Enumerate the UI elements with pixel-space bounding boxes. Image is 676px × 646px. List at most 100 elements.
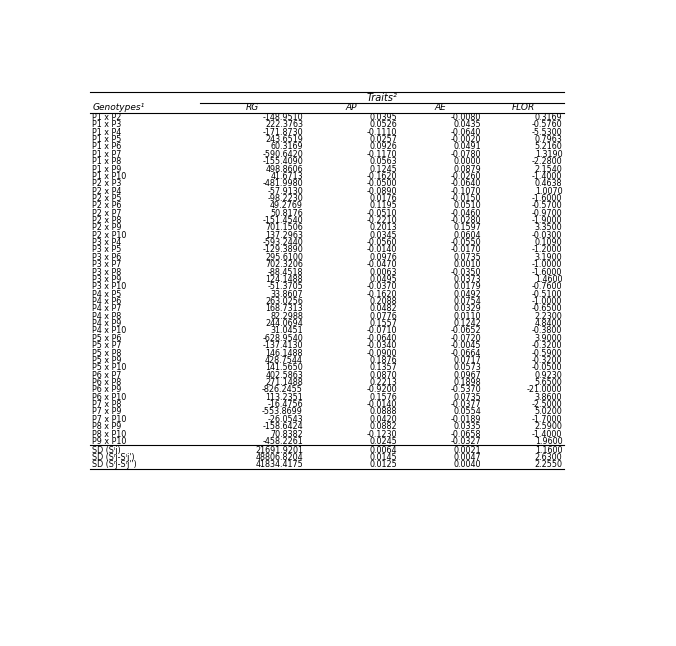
Text: P1 x P6: P1 x P6 bbox=[93, 142, 122, 151]
Text: P1 x P8: P1 x P8 bbox=[93, 157, 122, 166]
Text: 3.9000: 3.9000 bbox=[535, 334, 562, 343]
Text: 146.1488: 146.1488 bbox=[266, 349, 303, 357]
Text: -0.5700: -0.5700 bbox=[531, 202, 562, 211]
Text: -0.0300: -0.0300 bbox=[532, 231, 562, 240]
Text: P3 x P6: P3 x P6 bbox=[93, 253, 122, 262]
Text: -1.0000: -1.0000 bbox=[532, 297, 562, 306]
Text: P8 x P10: P8 x P10 bbox=[93, 430, 126, 439]
Text: -21.0000: -21.0000 bbox=[527, 386, 562, 394]
Text: -0.0377: -0.0377 bbox=[450, 400, 481, 409]
Text: -1.6000: -1.6000 bbox=[532, 267, 562, 276]
Text: P4 x P10: P4 x P10 bbox=[93, 326, 126, 335]
Text: -0.0550: -0.0550 bbox=[450, 238, 481, 247]
Text: -0.0890: -0.0890 bbox=[367, 187, 397, 196]
Text: -158.6424: -158.6424 bbox=[262, 422, 303, 431]
Text: P6 x P8: P6 x P8 bbox=[93, 378, 122, 387]
Text: -0.7600: -0.7600 bbox=[532, 282, 562, 291]
Text: 0.0257: 0.0257 bbox=[369, 135, 397, 144]
Text: 41.6713: 41.6713 bbox=[270, 172, 303, 181]
Text: P6 x P9: P6 x P9 bbox=[93, 386, 122, 394]
Text: 243.6519: 243.6519 bbox=[265, 135, 303, 144]
Text: 0.0110: 0.0110 bbox=[454, 312, 481, 321]
Text: -26.0543: -26.0543 bbox=[267, 415, 303, 424]
Text: 0.0735: 0.0735 bbox=[454, 253, 481, 262]
Text: -1.9000: -1.9000 bbox=[532, 216, 562, 225]
Text: P5 x P8: P5 x P8 bbox=[93, 349, 122, 357]
Text: P5 x P6: P5 x P6 bbox=[93, 334, 122, 343]
Text: 113.2351: 113.2351 bbox=[265, 393, 303, 402]
Text: 0.0345: 0.0345 bbox=[370, 231, 397, 240]
Text: 0.4638: 0.4638 bbox=[535, 179, 562, 188]
Text: 244.0694: 244.0694 bbox=[265, 319, 303, 328]
Text: 70.8382: 70.8382 bbox=[270, 430, 303, 439]
Text: -0.1070: -0.1070 bbox=[451, 187, 481, 196]
Text: -0.0170: -0.0170 bbox=[451, 245, 481, 255]
Text: -1.6000: -1.6000 bbox=[532, 194, 562, 203]
Text: 21691.9201: 21691.9201 bbox=[255, 446, 303, 455]
Text: P3 x P9: P3 x P9 bbox=[93, 275, 122, 284]
Text: SD (Sᴵj): SD (Sᴵj) bbox=[93, 446, 121, 455]
Text: 498.8606: 498.8606 bbox=[266, 165, 303, 174]
Text: 31.0451: 31.0451 bbox=[270, 326, 303, 335]
Text: 2.2550: 2.2550 bbox=[534, 461, 562, 469]
Text: 263.0256: 263.0256 bbox=[265, 297, 303, 306]
Text: P7 x P9: P7 x P9 bbox=[93, 408, 122, 417]
Text: -0.2210: -0.2210 bbox=[366, 216, 397, 225]
Text: 0.0882: 0.0882 bbox=[370, 422, 397, 431]
Text: -1.4000: -1.4000 bbox=[532, 430, 562, 439]
Text: -148.9510: -148.9510 bbox=[262, 113, 303, 122]
Text: 1.9600: 1.9600 bbox=[535, 437, 562, 446]
Text: 0.0395: 0.0395 bbox=[370, 113, 397, 122]
Text: P1 x P4: P1 x P4 bbox=[93, 128, 122, 137]
Text: 0.0125: 0.0125 bbox=[370, 461, 397, 469]
Text: P6 x P10: P6 x P10 bbox=[93, 393, 126, 402]
Text: 0.0879: 0.0879 bbox=[454, 165, 481, 174]
Text: P8 x P9: P8 x P9 bbox=[93, 422, 122, 431]
Text: P5 x P10: P5 x P10 bbox=[93, 363, 126, 372]
Text: 0.0776: 0.0776 bbox=[370, 312, 397, 321]
Text: P4 x P9: P4 x P9 bbox=[93, 319, 122, 328]
Text: 1.1600: 1.1600 bbox=[535, 446, 562, 455]
Text: 0.9230: 0.9230 bbox=[535, 371, 562, 380]
Text: -0.0652: -0.0652 bbox=[450, 326, 481, 335]
Text: -0.0640: -0.0640 bbox=[451, 179, 481, 188]
Text: -0.5760: -0.5760 bbox=[531, 120, 562, 129]
Text: 0.2213: 0.2213 bbox=[370, 378, 397, 387]
Text: 0.1898: 0.1898 bbox=[454, 378, 481, 387]
Text: P5 x P9: P5 x P9 bbox=[93, 356, 122, 365]
Text: -98.2230: -98.2230 bbox=[267, 194, 303, 203]
Text: -0.9700: -0.9700 bbox=[531, 209, 562, 218]
Text: 0.0335: 0.0335 bbox=[454, 422, 481, 431]
Text: AP: AP bbox=[346, 103, 358, 112]
Text: 0.7963: 0.7963 bbox=[535, 135, 562, 144]
Text: P3 x P8: P3 x P8 bbox=[93, 267, 122, 276]
Text: 0.1876: 0.1876 bbox=[370, 356, 397, 365]
Text: 0.0064: 0.0064 bbox=[370, 446, 397, 455]
Text: -0.0150: -0.0150 bbox=[451, 194, 481, 203]
Text: 50.8176: 50.8176 bbox=[270, 209, 303, 218]
Text: -0.0080: -0.0080 bbox=[451, 113, 481, 122]
Text: P1 x P2: P1 x P2 bbox=[93, 113, 122, 122]
Text: -0.1620: -0.1620 bbox=[367, 289, 397, 298]
Text: P1 x P5: P1 x P5 bbox=[93, 135, 122, 144]
Text: 0.3169: 0.3169 bbox=[535, 113, 562, 122]
Text: -0.0340: -0.0340 bbox=[367, 341, 397, 350]
Text: 4.8400: 4.8400 bbox=[535, 319, 562, 328]
Text: P2 x P7: P2 x P7 bbox=[93, 209, 122, 218]
Text: -57.9130: -57.9130 bbox=[267, 187, 303, 196]
Text: P2 x P9: P2 x P9 bbox=[93, 224, 122, 233]
Text: 402.5863: 402.5863 bbox=[265, 371, 303, 380]
Text: -0.0327: -0.0327 bbox=[450, 437, 481, 446]
Text: -0.9200: -0.9200 bbox=[366, 386, 397, 394]
Text: -593.2440: -593.2440 bbox=[262, 238, 303, 247]
Text: 0.1576: 0.1576 bbox=[370, 393, 397, 402]
Text: 2.2300: 2.2300 bbox=[535, 312, 562, 321]
Text: AE: AE bbox=[435, 103, 447, 112]
Text: 0.0563: 0.0563 bbox=[370, 157, 397, 166]
Text: 0.0000: 0.0000 bbox=[454, 157, 481, 166]
Text: 168.7313: 168.7313 bbox=[266, 304, 303, 313]
Text: -0.0640: -0.0640 bbox=[367, 334, 397, 343]
Text: -0.0664: -0.0664 bbox=[451, 349, 481, 357]
Text: 82.2988: 82.2988 bbox=[270, 312, 303, 321]
Text: -0.0140: -0.0140 bbox=[367, 400, 397, 409]
